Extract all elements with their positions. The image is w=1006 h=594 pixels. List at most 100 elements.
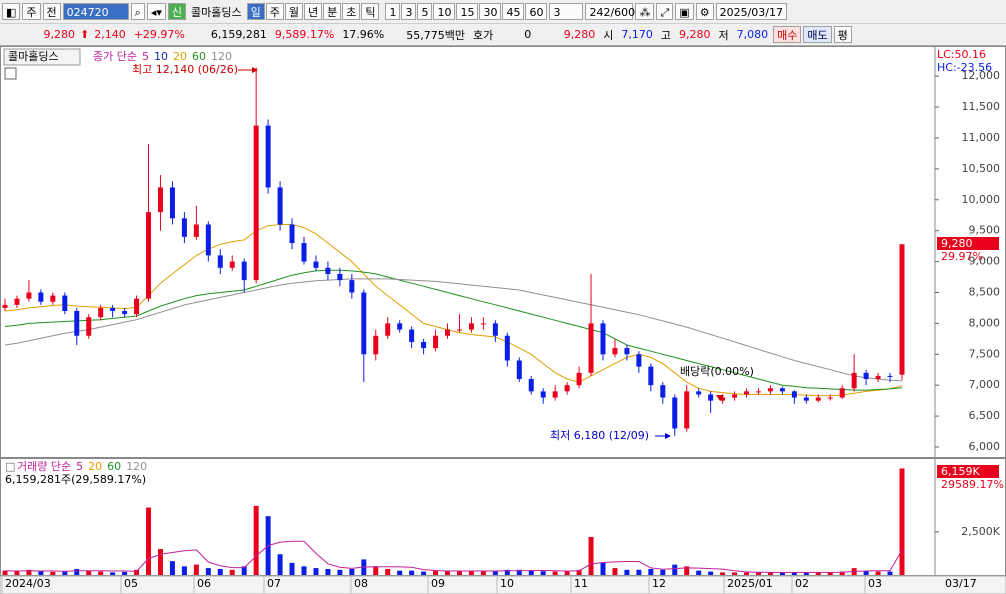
minutes: 1 3 5 10 15 30 45 60 [385, 3, 548, 20]
sound[interactable]: ◂▾ [146, 3, 166, 20]
volume-bar [134, 569, 140, 575]
button[interactable]: 15 [456, 3, 479, 20]
x-tick-label: 10 [500, 577, 514, 590]
button[interactable]: 일 [246, 3, 265, 20]
buy-button[interactable]: 매수 [773, 26, 802, 43]
low-label: 최저 6,180 (12/09) [550, 429, 649, 442]
volume-bar [397, 570, 403, 575]
button[interactable]: 5 [417, 3, 433, 20]
legend-item: 120 [126, 460, 147, 473]
legend-item: 5 [76, 460, 83, 473]
date[interactable]: 2025/03/17 [715, 3, 787, 20]
x-tick-label: 11 [574, 577, 588, 590]
candle-body [887, 375, 893, 377]
candle-body [720, 397, 726, 401]
candle-body [612, 348, 618, 355]
volume-bar [612, 568, 618, 575]
code-input[interactable]: 024720 [62, 3, 129, 20]
turnover: 17.96% [342, 28, 385, 41]
button[interactable]: 60 [525, 3, 548, 20]
volume-bar [779, 572, 785, 575]
volume-bar [468, 571, 474, 575]
save[interactable]: ▣ [675, 3, 694, 20]
candle-body [193, 224, 199, 237]
moving-average [4, 269, 903, 391]
legend-item: 20 [173, 50, 187, 63]
candle-body [480, 323, 486, 325]
avg-button[interactable]: 평 [833, 26, 852, 43]
candle-body [767, 388, 773, 392]
volume-bar [313, 568, 319, 575]
volume-bar [720, 572, 726, 575]
settings[interactable]: ⚙ [695, 3, 714, 20]
high: 9,280 [679, 28, 711, 41]
x-tick-label: 2025/01 [727, 577, 773, 590]
button[interactable]: 10 [433, 3, 456, 20]
count-select[interactable]: 3 [549, 3, 584, 20]
candle-body [361, 292, 367, 355]
last-box [937, 465, 999, 478]
y-tick-label: 8,000 [969, 316, 1001, 329]
y-tick-label: 12,000 [962, 69, 1001, 82]
candle-body [468, 323, 474, 330]
icon[interactable]: ◧ [2, 3, 21, 20]
button[interactable]: 초 [342, 3, 361, 20]
last-pct: 29589.17% [941, 478, 1004, 491]
volume-bar [755, 572, 761, 575]
dividend-marker [716, 395, 724, 401]
hoga-price: 9,280 [563, 28, 596, 41]
volume-bar [217, 568, 223, 575]
candle-body [636, 354, 642, 367]
legend-item: 20 [88, 460, 102, 473]
panel-icon [4, 67, 17, 80]
candle-body [217, 255, 223, 268]
volume-bar [708, 571, 714, 575]
x-end-label: 03/17 [945, 577, 977, 590]
last-box [937, 237, 999, 250]
volume-bar [421, 571, 427, 575]
volume-bar [480, 571, 486, 575]
volume-bar [98, 571, 104, 575]
volume-bar [325, 568, 331, 575]
candle-body [875, 375, 881, 380]
volume-bar [169, 561, 175, 575]
volume-bar [86, 570, 92, 575]
x-tick-label: 06 [197, 577, 211, 590]
button[interactable]: 년 [303, 3, 323, 20]
volume-bar [229, 569, 235, 575]
hc-label: HC:-23.56 [937, 61, 992, 74]
candle-body [839, 388, 845, 398]
market[interactable]: 주 [22, 3, 41, 20]
button[interactable]: 월 [284, 3, 303, 20]
volume-pct: 9,589.17% [274, 28, 335, 41]
x-tick-label: 2024/03 [5, 577, 51, 590]
volume-bar [564, 571, 570, 575]
button[interactable]: 주 [265, 3, 284, 20]
button[interactable]: 틱 [361, 3, 380, 20]
candle-body [445, 329, 451, 336]
search[interactable]: ⌕ [130, 3, 145, 20]
volume-bar [181, 566, 187, 575]
y-tick-label: 10,000 [962, 193, 1001, 206]
button[interactable]: 1 [385, 3, 401, 20]
button[interactable]: 분 [323, 3, 342, 20]
tool[interactable]: ⁂ [635, 3, 655, 20]
prev[interactable]: 전 [42, 3, 61, 20]
volume-bar [684, 566, 690, 575]
volume-bar [146, 507, 152, 575]
volume-bar [791, 572, 797, 575]
hoga: 0 [524, 28, 532, 41]
sell-button[interactable]: 매도 [803, 26, 832, 43]
moving-average [4, 224, 903, 397]
button[interactable]: 30 [479, 3, 502, 20]
high-label: 고 [660, 28, 671, 42]
candle-body [62, 295, 68, 312]
tool[interactable]: ⤢ [656, 3, 674, 20]
tab-label: 콜마홀딩스 [8, 50, 59, 63]
volume-bar [193, 564, 199, 575]
button[interactable]: 3 [401, 3, 417, 20]
volume-bar [205, 568, 211, 575]
button[interactable]: 45 [502, 3, 525, 20]
low: 7,080 [736, 28, 769, 41]
